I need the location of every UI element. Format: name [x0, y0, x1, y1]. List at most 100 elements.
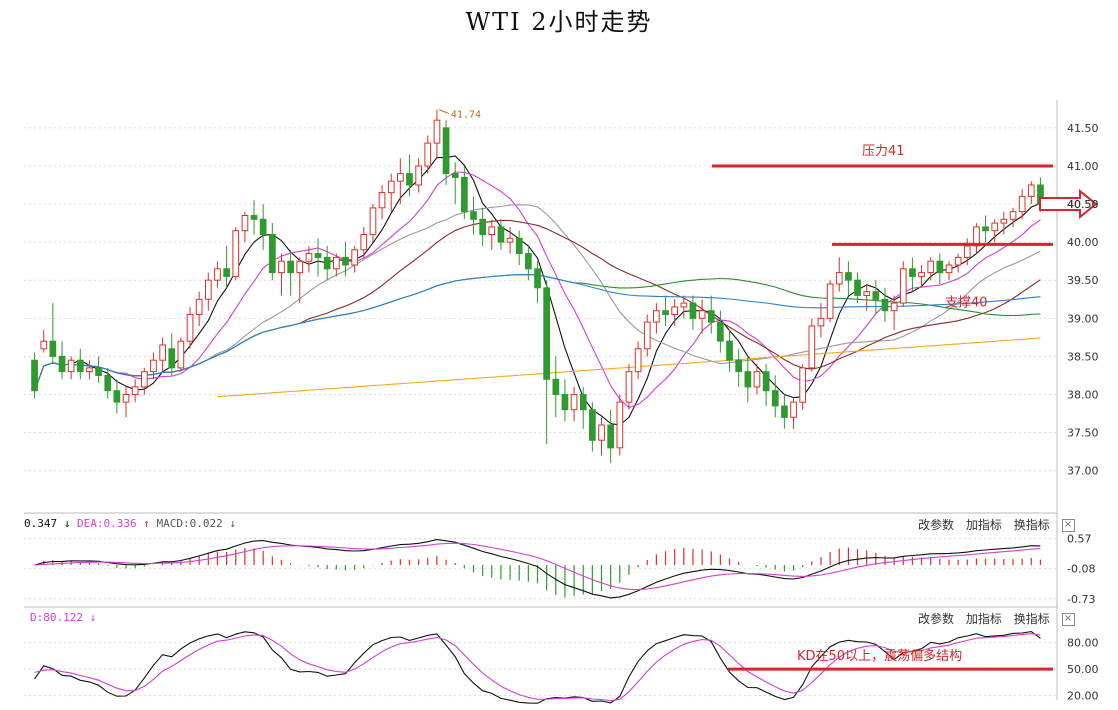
- candle-body: [671, 306, 678, 315]
- candle-body: [497, 226, 505, 243]
- candle-body: [223, 268, 231, 277]
- change-params-button[interactable]: 改参数: [918, 518, 955, 532]
- candle-body: [616, 401, 624, 449]
- candle-body: [40, 340, 48, 350]
- candle-body: [753, 371, 761, 388]
- candle-body: [707, 310, 715, 323]
- close-icon[interactable]: ×: [1061, 519, 1075, 532]
- candle-body: [534, 268, 541, 289]
- candle-body: [205, 279, 212, 300]
- candle-body: [954, 256, 962, 266]
- candle-body: [49, 340, 57, 357]
- candle-body: [881, 298, 889, 312]
- candle-body: [250, 215, 258, 220]
- candle-body: [607, 424, 614, 449]
- macd-label: 0.347 ↓ DEA:0.336 ↑ MACD:0.022 ↓: [24, 517, 236, 530]
- candle-body: [342, 256, 349, 266]
- y-tick-label: 41.50: [1067, 122, 1099, 135]
- candle-body: [506, 237, 514, 243]
- candle-body: [826, 283, 834, 319]
- candle-body: [890, 302, 898, 312]
- candle-body: [735, 359, 742, 373]
- y-tick-label: 40.50: [1067, 198, 1099, 211]
- candle-body: [845, 272, 852, 281]
- candle-body: [195, 298, 203, 315]
- y-tick-label: 38.00: [1067, 389, 1099, 402]
- candle-body: [113, 390, 121, 403]
- candle-body: [543, 287, 550, 380]
- close-icon[interactable]: ×: [1061, 613, 1075, 626]
- candle-body: [680, 302, 688, 308]
- candle-body: [269, 234, 276, 274]
- candle-body: [561, 394, 569, 411]
- candle-body: [470, 211, 477, 220]
- add-indicator-button[interactable]: 加指标: [965, 612, 1002, 626]
- candle-body: [1000, 218, 1008, 224]
- macd-value: MACD:0.022: [156, 517, 223, 530]
- candle-body: [305, 253, 313, 262]
- candle-body: [387, 180, 395, 194]
- candle-body: [451, 173, 459, 178]
- dea-line: [34, 542, 1041, 591]
- candle-body: [141, 371, 148, 388]
- ma5-line: [34, 155, 1041, 426]
- macd-controls: 改参数 加指标 换指标 ×: [910, 516, 1075, 533]
- candle-body: [817, 317, 825, 327]
- change-params-button[interactable]: 改参数: [918, 612, 955, 626]
- candle-body: [232, 230, 240, 277]
- candle-body: [351, 249, 358, 266]
- candle-body: [378, 192, 386, 209]
- candle-body: [433, 119, 441, 144]
- candle-body: [287, 260, 294, 274]
- candlestick-series: 41.74: [31, 109, 1044, 464]
- y-tick-label: 80.00: [1067, 637, 1099, 650]
- candle-body: [781, 405, 788, 418]
- candle-body: [323, 256, 331, 270]
- candle-body: [552, 378, 560, 395]
- candle-body: [909, 268, 916, 277]
- candle-body: [525, 253, 532, 270]
- down-arrow-icon: ↓: [63, 517, 71, 530]
- candle-body: [790, 401, 797, 418]
- candle-body: [424, 142, 432, 167]
- candle-body: [899, 268, 907, 304]
- switch-indicator-button[interactable]: 换指标: [1013, 612, 1050, 626]
- candle-body: [854, 279, 861, 296]
- candle-body: [150, 359, 157, 373]
- kd-panel: KD在50以上，震荡偏多结构: [34, 631, 1053, 704]
- ma10-line: [34, 171, 1041, 409]
- chart-title: WTI 2小时走势: [465, 8, 653, 36]
- down-arrow-icon: ↓: [229, 517, 236, 530]
- up-arrow-icon: ↑: [143, 517, 150, 530]
- y-tick-label: 40.00: [1067, 236, 1099, 249]
- kd-label: D:80.122 ↓: [30, 611, 96, 624]
- y-tick-label: 0.57: [1067, 533, 1092, 546]
- candle-body: [1027, 184, 1035, 197]
- candle-body: [936, 260, 944, 274]
- candle-body: [333, 256, 340, 270]
- candle-body: [835, 272, 843, 285]
- candle-body: [744, 371, 752, 388]
- candle-body: [67, 359, 75, 373]
- arrow-right-icon: [1039, 188, 1098, 220]
- candle-body: [863, 291, 871, 297]
- candle-body: [214, 268, 221, 281]
- candle-body: [406, 173, 413, 186]
- candle-body: [415, 165, 422, 186]
- candle-body: [726, 340, 733, 361]
- y-tick-label: 50.00: [1067, 663, 1099, 676]
- k-line: [34, 631, 1041, 704]
- candle-body: [488, 226, 496, 235]
- switch-indicator-button[interactable]: 换指标: [1013, 518, 1050, 532]
- candle-body: [31, 359, 38, 392]
- moving-average-lines: [34, 155, 1041, 426]
- candle-body: [104, 375, 112, 392]
- candle-body: [872, 291, 880, 300]
- candle-body: [653, 310, 660, 323]
- add-indicator-button[interactable]: 加指标: [965, 518, 1002, 532]
- candle-body: [397, 173, 404, 182]
- candle-body: [168, 348, 176, 369]
- candle-body: [296, 260, 304, 274]
- candle-body: [177, 340, 185, 369]
